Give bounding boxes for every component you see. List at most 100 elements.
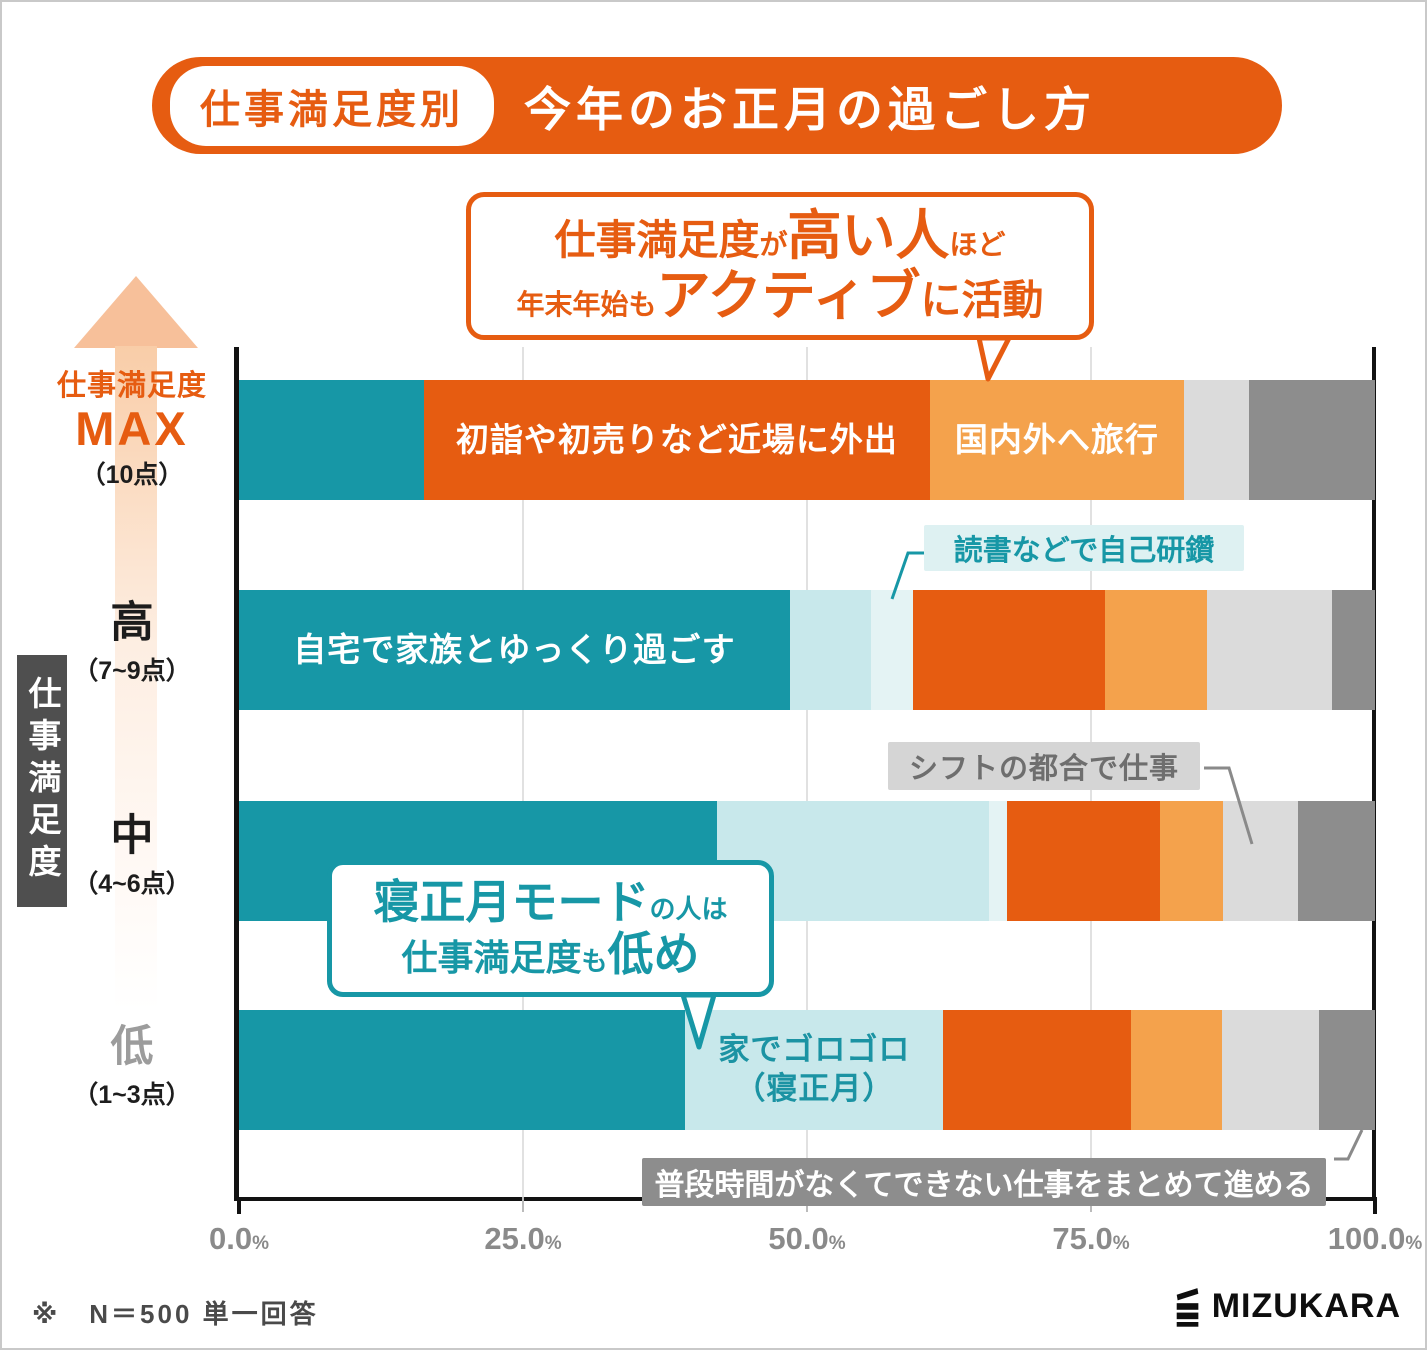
- x-axis-label: 50.0%: [768, 1221, 845, 1257]
- callout-text-part: 高い人: [787, 205, 950, 266]
- x-tick: [237, 1197, 241, 1214]
- x-axis-labels: 0.0% 25.0% 50.0% 75.0% 100.0%: [209, 1221, 1422, 1263]
- callout-active-line1: 仕事満足度が高い人ほど: [554, 206, 1005, 266]
- callout-sleep-line1: 寝正月モードの人は: [373, 875, 728, 929]
- bar-segment-label: 国内外へ旅行: [954, 421, 1159, 459]
- bar-segment: 初詣や初売りなど近場に外出: [424, 380, 930, 500]
- x-axis-label: 0.0%: [209, 1221, 269, 1257]
- y-label-max-title: 仕事満足度: [56, 370, 207, 402]
- satisfaction-axis-banner: 仕事満足度: [17, 655, 67, 907]
- y-label-low-main: 低: [110, 1023, 154, 1071]
- bar-row-1: 自宅で家族とゆっくり過ごす: [239, 590, 1375, 710]
- callout-text-part: 寝正月モード: [373, 875, 650, 928]
- callout-active-line2: 年末年始もアクティブに活動: [516, 266, 1043, 326]
- bar-segment: [789, 590, 871, 710]
- gridline-50: [806, 347, 808, 1197]
- callout-sleep-line2: 仕事満足度も低め: [401, 927, 700, 981]
- bar-segment: [239, 1010, 686, 1130]
- brand-icon: [1176, 1288, 1199, 1327]
- annotation-shift-work: シフトの都合で仕事: [888, 742, 1200, 790]
- y-label-high-points: （7~9点）: [73, 657, 191, 685]
- x-axis-label-unit: %: [1112, 1233, 1130, 1254]
- bar-row-2: [239, 801, 1375, 921]
- x-axis-label-unit: %: [252, 1233, 270, 1254]
- callout-text-part: ほど: [949, 228, 1006, 260]
- y-label-mid-main: 中: [110, 812, 154, 860]
- y-label-low-points: （1~3点）: [73, 1081, 191, 1109]
- x-axis-label-value: 50.0: [768, 1221, 829, 1256]
- satisfaction-arrow-head-icon: [74, 276, 198, 348]
- chart-area: 初詣や初売りなど近場に外出 国内外へ旅行自宅で家族とゆっくり過ごす家でゴロゴロ （…: [209, 347, 1422, 1256]
- x-tick: [522, 1197, 524, 1212]
- callout-text-part: アクティブ: [656, 266, 921, 326]
- x-axis-label-unit: %: [1405, 1233, 1423, 1254]
- brand-logo: MIZUKARA: [1172, 1285, 1401, 1327]
- bar-segment: [1206, 590, 1332, 710]
- bar-segment: [1248, 380, 1375, 500]
- callout-text-part: の人は: [649, 893, 728, 924]
- x-axis-label-value: 0.0: [208, 1221, 253, 1256]
- right-axis-line: [1372, 347, 1376, 1197]
- bar-row-3: 家でゴロゴロ （寝正月）: [239, 1010, 1375, 1130]
- x-axis-label-value: 100.0: [1327, 1221, 1406, 1256]
- bar-segment: [1297, 801, 1375, 921]
- y-label-mid: 中 （4~6点）: [27, 815, 237, 900]
- y-label-max: 仕事満足度 MAX （10点）: [27, 362, 237, 491]
- callout-active-people: 仕事満足度が高い人ほど 年末年始もアクティブに活動: [466, 192, 1094, 340]
- y-label-mid-points: （4~6点）: [73, 870, 191, 898]
- brand-text: MIZUKARA: [1211, 1286, 1401, 1325]
- sample-note: ※ N＝500 単一回答: [32, 1299, 319, 1329]
- bar-segment: 国内外へ旅行: [929, 380, 1185, 500]
- bar-segment: [870, 590, 913, 710]
- callout-text-part: 低め: [607, 927, 700, 980]
- bar-segment: 家でゴロゴロ （寝正月）: [685, 1010, 944, 1130]
- bar-segment: 自宅で家族とゆっくり過ごす: [239, 590, 790, 710]
- title-bar: 仕事満足度別 今年のお正月の過ごし方: [152, 57, 1282, 154]
- y-label-high: 高 （7~9点）: [27, 602, 237, 687]
- bar-segment: [1319, 1010, 1375, 1130]
- bar-row-0: 初詣や初売りなど近場に外出 国内外へ旅行: [239, 380, 1375, 500]
- x-axis-label: 75.0%: [1052, 1221, 1129, 1257]
- callout-text-part: 仕事満足度: [554, 216, 760, 263]
- y-label-low: 低 （1~3点）: [27, 1026, 237, 1111]
- page-title: 今年のお正月の過ごし方: [524, 83, 1096, 136]
- bar-segment-label: 家でゴロゴロ （寝正月）: [718, 1032, 911, 1106]
- callout-text-part: 仕事満足度: [401, 936, 582, 978]
- bar-segment: [1184, 380, 1249, 500]
- bar-segment: [1222, 801, 1298, 921]
- x-axis-label-value: 75.0: [1052, 1221, 1113, 1256]
- satisfaction-arrow-shaft: [115, 346, 157, 1011]
- bar-segment: [1160, 801, 1223, 921]
- callout-text-part: に活動: [920, 277, 1044, 323]
- bar-segment: [943, 1010, 1131, 1130]
- x-axis-label-unit: %: [544, 1233, 562, 1254]
- bar-segment-label: 初詣や初売りなど近場に外出: [455, 421, 898, 459]
- bar-segment: [988, 801, 1007, 921]
- bar-segment: [1331, 590, 1375, 710]
- x-axis-label: 25.0%: [484, 1221, 561, 1257]
- annotation-work-catchup: 普段時間がなくてできない仕事をまとめて進める: [642, 1158, 1326, 1206]
- y-label-high-main: 高: [110, 599, 154, 647]
- y-label-max-points: （10点）: [80, 461, 184, 490]
- bars-container: 初詣や初売りなど近場に外出 国内外へ旅行自宅で家族とゆっくり過ごす家でゴロゴロ （…: [239, 347, 1375, 1197]
- x-axis-label-unit: %: [828, 1233, 846, 1254]
- bar-segment: [912, 590, 1105, 710]
- bar-segment: [239, 380, 425, 500]
- y-axis-line: [234, 347, 239, 1197]
- callout-text-part: 年末年始も: [516, 289, 657, 320]
- bar-segment-label: 自宅で家族とゆっくり過ごす: [293, 631, 736, 669]
- x-axis-label: 100.0%: [1328, 1221, 1422, 1257]
- callout-text-part: が: [759, 228, 788, 260]
- annotation-reading: 読書などで自己研鑽: [924, 525, 1244, 571]
- gridline-25: [522, 347, 524, 1197]
- bar-segment: [1006, 801, 1161, 921]
- y-label-max-value: MAX: [75, 402, 189, 455]
- x-tick: [1373, 1197, 1377, 1214]
- bar-segment: [1130, 1010, 1222, 1130]
- callout-sleep-mode: 寝正月モードの人は 仕事満足度も低め: [327, 860, 774, 997]
- title-badge: 仕事満足度別: [170, 65, 494, 146]
- x-axis-label-value: 25.0: [484, 1221, 545, 1256]
- callout-text-part: も: [581, 945, 608, 976]
- bar-segment: [1104, 590, 1207, 710]
